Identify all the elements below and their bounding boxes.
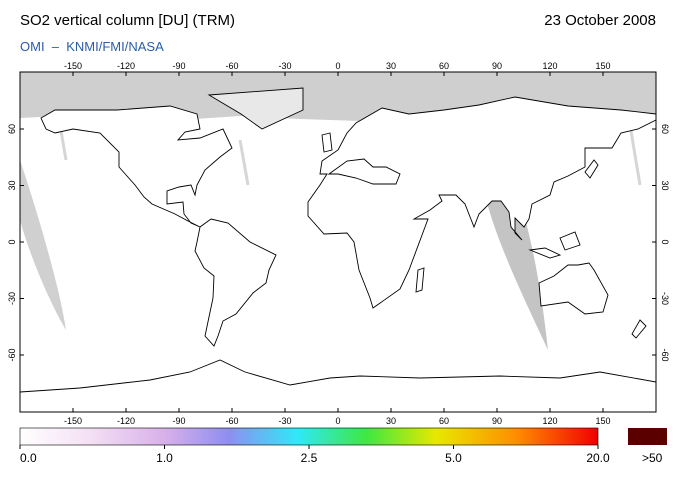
lon-label: -30 [278, 61, 291, 71]
colorbar-label: 20.0 [586, 451, 610, 465]
no-data-swath [20, 160, 66, 330]
lat-label: -30 [660, 292, 670, 305]
lat-label: -30 [7, 292, 17, 305]
lon-label: 120 [542, 416, 557, 426]
colorbar-label: 1.0 [156, 451, 173, 465]
source: OMI – KNMI/FMI/NASA [20, 39, 164, 54]
lon-label: -90 [172, 61, 185, 71]
lat-label: 0 [660, 239, 670, 244]
lon-label: 90 [492, 416, 502, 426]
map-ticks: -150 -150 -120 -120 -90 -90 -60 -60 -30 -30 0 0 30 30… [7, 61, 670, 426]
colorbar-label: 2.5 [301, 451, 318, 465]
lon-label: 60 [439, 61, 449, 71]
lon-label: 90 [492, 61, 502, 71]
lat-label: -60 [7, 348, 17, 361]
lon-label: -120 [117, 416, 135, 426]
lat-label: 30 [7, 180, 17, 190]
colorbar-label: 0.0 [20, 451, 37, 465]
colorbar-overflow [628, 428, 667, 445]
colorbar [19, 427, 599, 446]
lat-label: 30 [660, 180, 670, 190]
lat-label: 60 [7, 124, 17, 134]
date: 23 October 2008 [544, 12, 656, 29]
lon-label: 150 [595, 61, 610, 71]
lat-label: 0 [7, 239, 17, 244]
lon-label: 150 [595, 416, 610, 426]
lon-label: 0 [335, 61, 340, 71]
title: SO2 vertical column [DU] (TRM) [20, 12, 235, 29]
lon-label: -60 [225, 61, 238, 71]
map [20, 72, 656, 412]
lon-label: -150 [64, 416, 82, 426]
lat-label: -60 [660, 348, 670, 361]
lat-label: 60 [660, 124, 670, 134]
lon-label: -150 [64, 61, 82, 71]
lon-label: -90 [172, 416, 185, 426]
lon-label: -120 [117, 61, 135, 71]
overflow-label: >50 [642, 451, 663, 465]
lon-label: 120 [542, 61, 557, 71]
lon-label: 60 [439, 416, 449, 426]
colorbar-label: 5.0 [445, 451, 462, 465]
lon-label: 0 [335, 416, 340, 426]
lon-label: -30 [278, 416, 291, 426]
coastlines [20, 87, 656, 412]
lon-label: 30 [386, 416, 396, 426]
lon-label: -60 [225, 416, 238, 426]
lon-label: 30 [386, 61, 396, 71]
